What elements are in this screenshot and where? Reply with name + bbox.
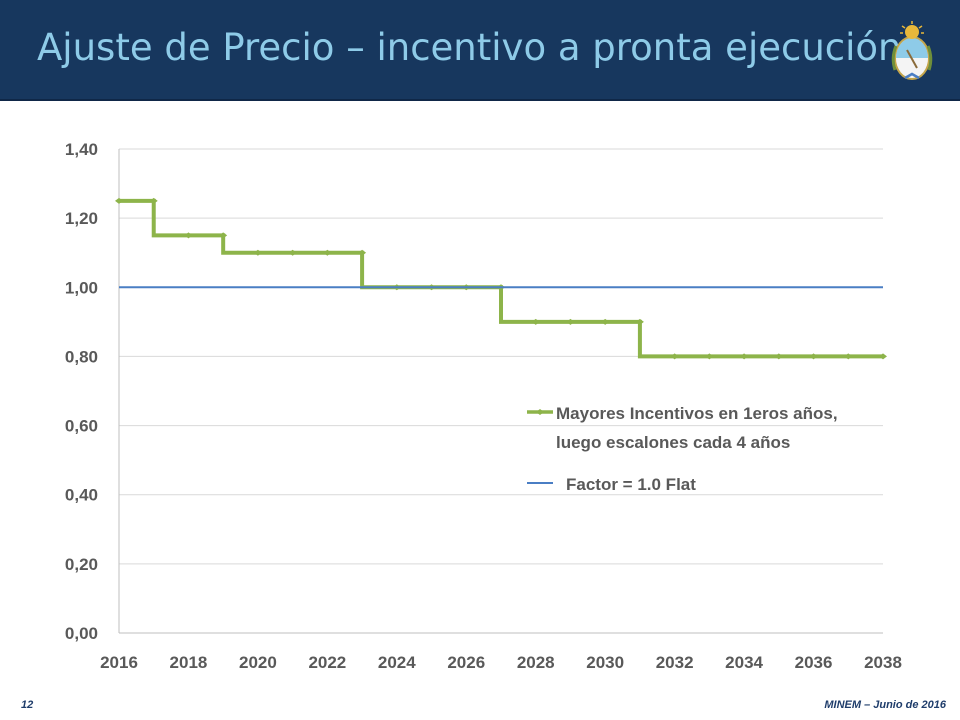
legend-label: Factor = 1.0 Flat	[566, 475, 696, 494]
data-point	[323, 249, 332, 256]
y-tick-label: 0,80	[65, 347, 98, 366]
x-tick-label: 2036	[795, 653, 833, 672]
page-number: 12	[21, 699, 34, 711]
x-tick-label: 2022	[308, 653, 346, 672]
data-point	[635, 318, 644, 325]
y-tick-label: 1,40	[65, 140, 98, 159]
data-point	[670, 353, 679, 360]
y-tick-label: 0,60	[65, 417, 98, 436]
data-point	[740, 353, 749, 360]
legend-marker	[536, 409, 544, 415]
data-point	[531, 318, 540, 325]
x-tick-label: 2032	[656, 653, 694, 672]
x-tick-label: 2034	[725, 653, 763, 672]
x-tick-label: 2018	[170, 653, 208, 672]
x-tick-label: 2038	[864, 653, 902, 672]
y-tick-label: 0,20	[65, 555, 98, 574]
data-point	[288, 249, 297, 256]
title-bar: Ajuste de Precio – incentivo a pronta ej…	[0, 0, 960, 101]
incentive-series-line	[119, 198, 883, 359]
x-tick-label: 2016	[100, 653, 138, 672]
y-tick-label: 0,40	[65, 486, 98, 505]
legend-label: luego escalones cada 4 años	[556, 433, 790, 452]
x-tick-label: 2028	[517, 653, 555, 672]
data-point	[149, 197, 158, 204]
data-point	[566, 318, 575, 325]
data-point	[115, 197, 123, 204]
y-tick-label: 1,20	[65, 209, 98, 228]
data-point	[219, 232, 228, 239]
x-tick-label: 2030	[586, 653, 624, 672]
footer-source: MINEM – Junio de 2016	[824, 699, 946, 711]
data-point	[253, 249, 262, 256]
data-point	[184, 232, 193, 239]
x-tick-label: 2020	[239, 653, 277, 672]
data-point	[774, 353, 783, 360]
y-tick-label: 1,00	[65, 278, 98, 297]
x-tick-label: 2024	[378, 653, 416, 672]
page-title: Ajuste de Precio – incentivo a pronta ej…	[37, 26, 902, 69]
x-tick-label: 2026	[447, 653, 485, 672]
data-point	[809, 353, 818, 360]
data-point	[358, 249, 367, 256]
legend-label: Mayores Incentivos en 1eros años,	[556, 404, 838, 423]
data-point	[601, 318, 610, 325]
y-tick-label: 0,00	[65, 624, 98, 643]
data-point	[705, 353, 714, 360]
data-point	[844, 353, 853, 360]
data-point	[879, 353, 887, 360]
national-emblem-icon	[891, 21, 933, 80]
